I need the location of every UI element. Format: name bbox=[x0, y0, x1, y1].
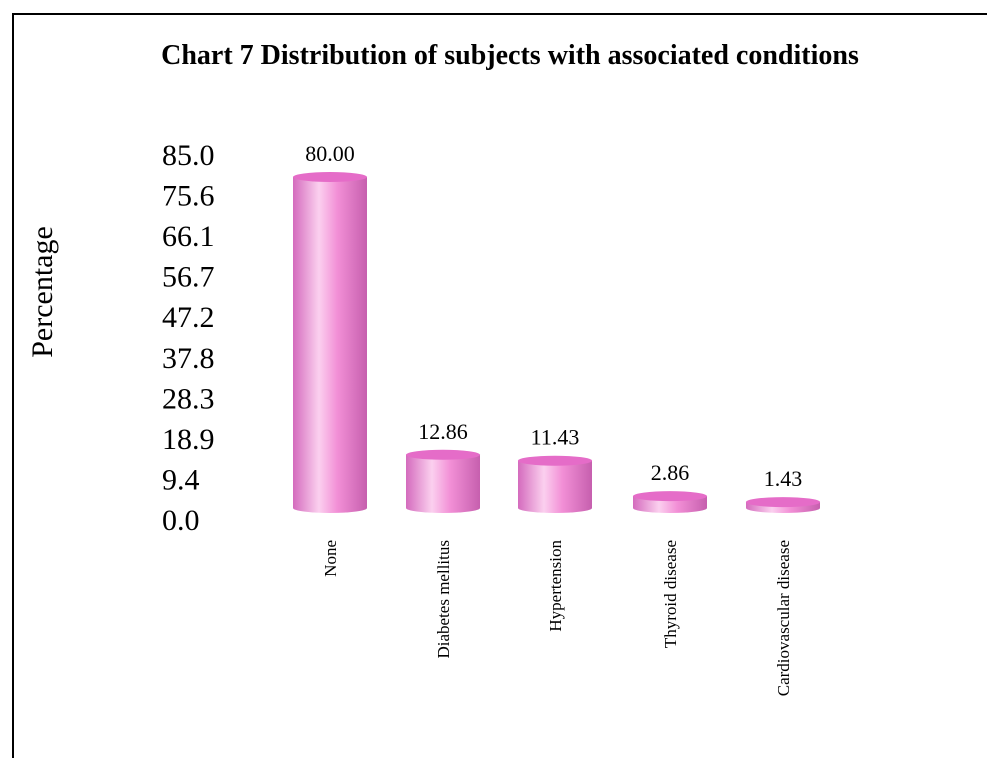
y-tick-label: 18.9 bbox=[162, 423, 215, 456]
x-tick-label: Diabetes mellitus bbox=[434, 540, 453, 659]
y-tick-label: 75.6 bbox=[162, 180, 215, 213]
data-labels: 80.00 12.86 11.43 2.86 1.43 bbox=[305, 141, 802, 491]
x-tick-label: None bbox=[321, 540, 340, 577]
bar-body bbox=[406, 454, 480, 513]
chart-frame bbox=[12, 13, 987, 758]
bar bbox=[746, 497, 820, 513]
bar bbox=[406, 449, 480, 513]
data-label: 2.86 bbox=[651, 460, 690, 485]
y-tick-label: 85.0 bbox=[162, 139, 215, 172]
y-tick-label: 0.0 bbox=[162, 504, 200, 537]
x-tick-label: Thyroid disease bbox=[661, 540, 680, 648]
bar-top bbox=[633, 491, 707, 502]
bar-top bbox=[406, 449, 480, 460]
y-tick-label: 66.1 bbox=[162, 220, 215, 253]
bar-top bbox=[746, 497, 820, 508]
bar-body bbox=[293, 177, 367, 513]
data-label: 12.86 bbox=[418, 419, 468, 444]
x-axis-labels: None Diabetes mellitus Hypertension Thyroid… bbox=[321, 540, 793, 697]
bar bbox=[633, 491, 707, 513]
y-axis-label: Percentage bbox=[26, 226, 59, 358]
y-tick-label: 47.2 bbox=[162, 301, 215, 334]
bar bbox=[518, 455, 592, 513]
x-tick-label: Hypertension bbox=[546, 540, 565, 632]
bar bbox=[293, 172, 367, 513]
data-label: 11.43 bbox=[531, 425, 580, 450]
y-tick-label: 37.8 bbox=[162, 342, 215, 375]
y-tick-label: 56.7 bbox=[162, 261, 215, 294]
bars bbox=[293, 172, 820, 513]
bar-top bbox=[518, 455, 592, 466]
y-tick-label: 28.3 bbox=[162, 382, 215, 415]
bar-top bbox=[293, 172, 367, 182]
x-tick-label: Cardiovascular disease bbox=[774, 540, 793, 696]
bar-body bbox=[518, 460, 592, 513]
chart-title: Chart 7 Distribution of subjects with as… bbox=[161, 40, 859, 71]
y-tick-label: 9.4 bbox=[162, 463, 200, 496]
data-label: 80.00 bbox=[305, 141, 355, 166]
data-label: 1.43 bbox=[764, 466, 803, 491]
y-axis-ticks: 85.0 75.6 66.1 56.7 47.2 37.8 28.3 18.9 9.4 0.0 bbox=[162, 139, 215, 537]
